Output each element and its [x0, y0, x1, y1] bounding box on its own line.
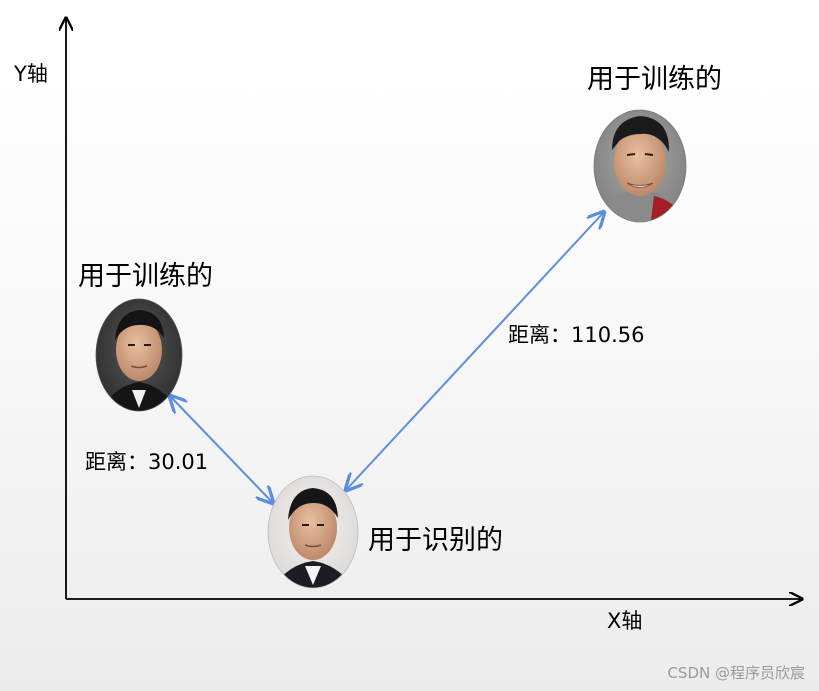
train-left-label: 用于训练的 — [78, 261, 213, 292]
train-right-label: 用于训练的 — [587, 64, 722, 95]
face-photo-train-right — [594, 110, 686, 222]
distance-far-label: 距离：110.56 — [508, 323, 645, 347]
distance-near-label: 距离：30.01 — [85, 450, 209, 474]
face-photo-identify — [268, 476, 358, 588]
x-axis-label: X轴 — [607, 609, 643, 633]
distance-arrow-near — [170, 396, 273, 503]
watermark: CSDN @程序员欣宸 — [667, 664, 805, 682]
identify-label: 用于识别的 — [368, 525, 503, 556]
y-axis-label: Y轴 — [14, 62, 48, 86]
face-photo-train-left — [96, 299, 182, 411]
distance-arrow-far — [346, 212, 604, 490]
